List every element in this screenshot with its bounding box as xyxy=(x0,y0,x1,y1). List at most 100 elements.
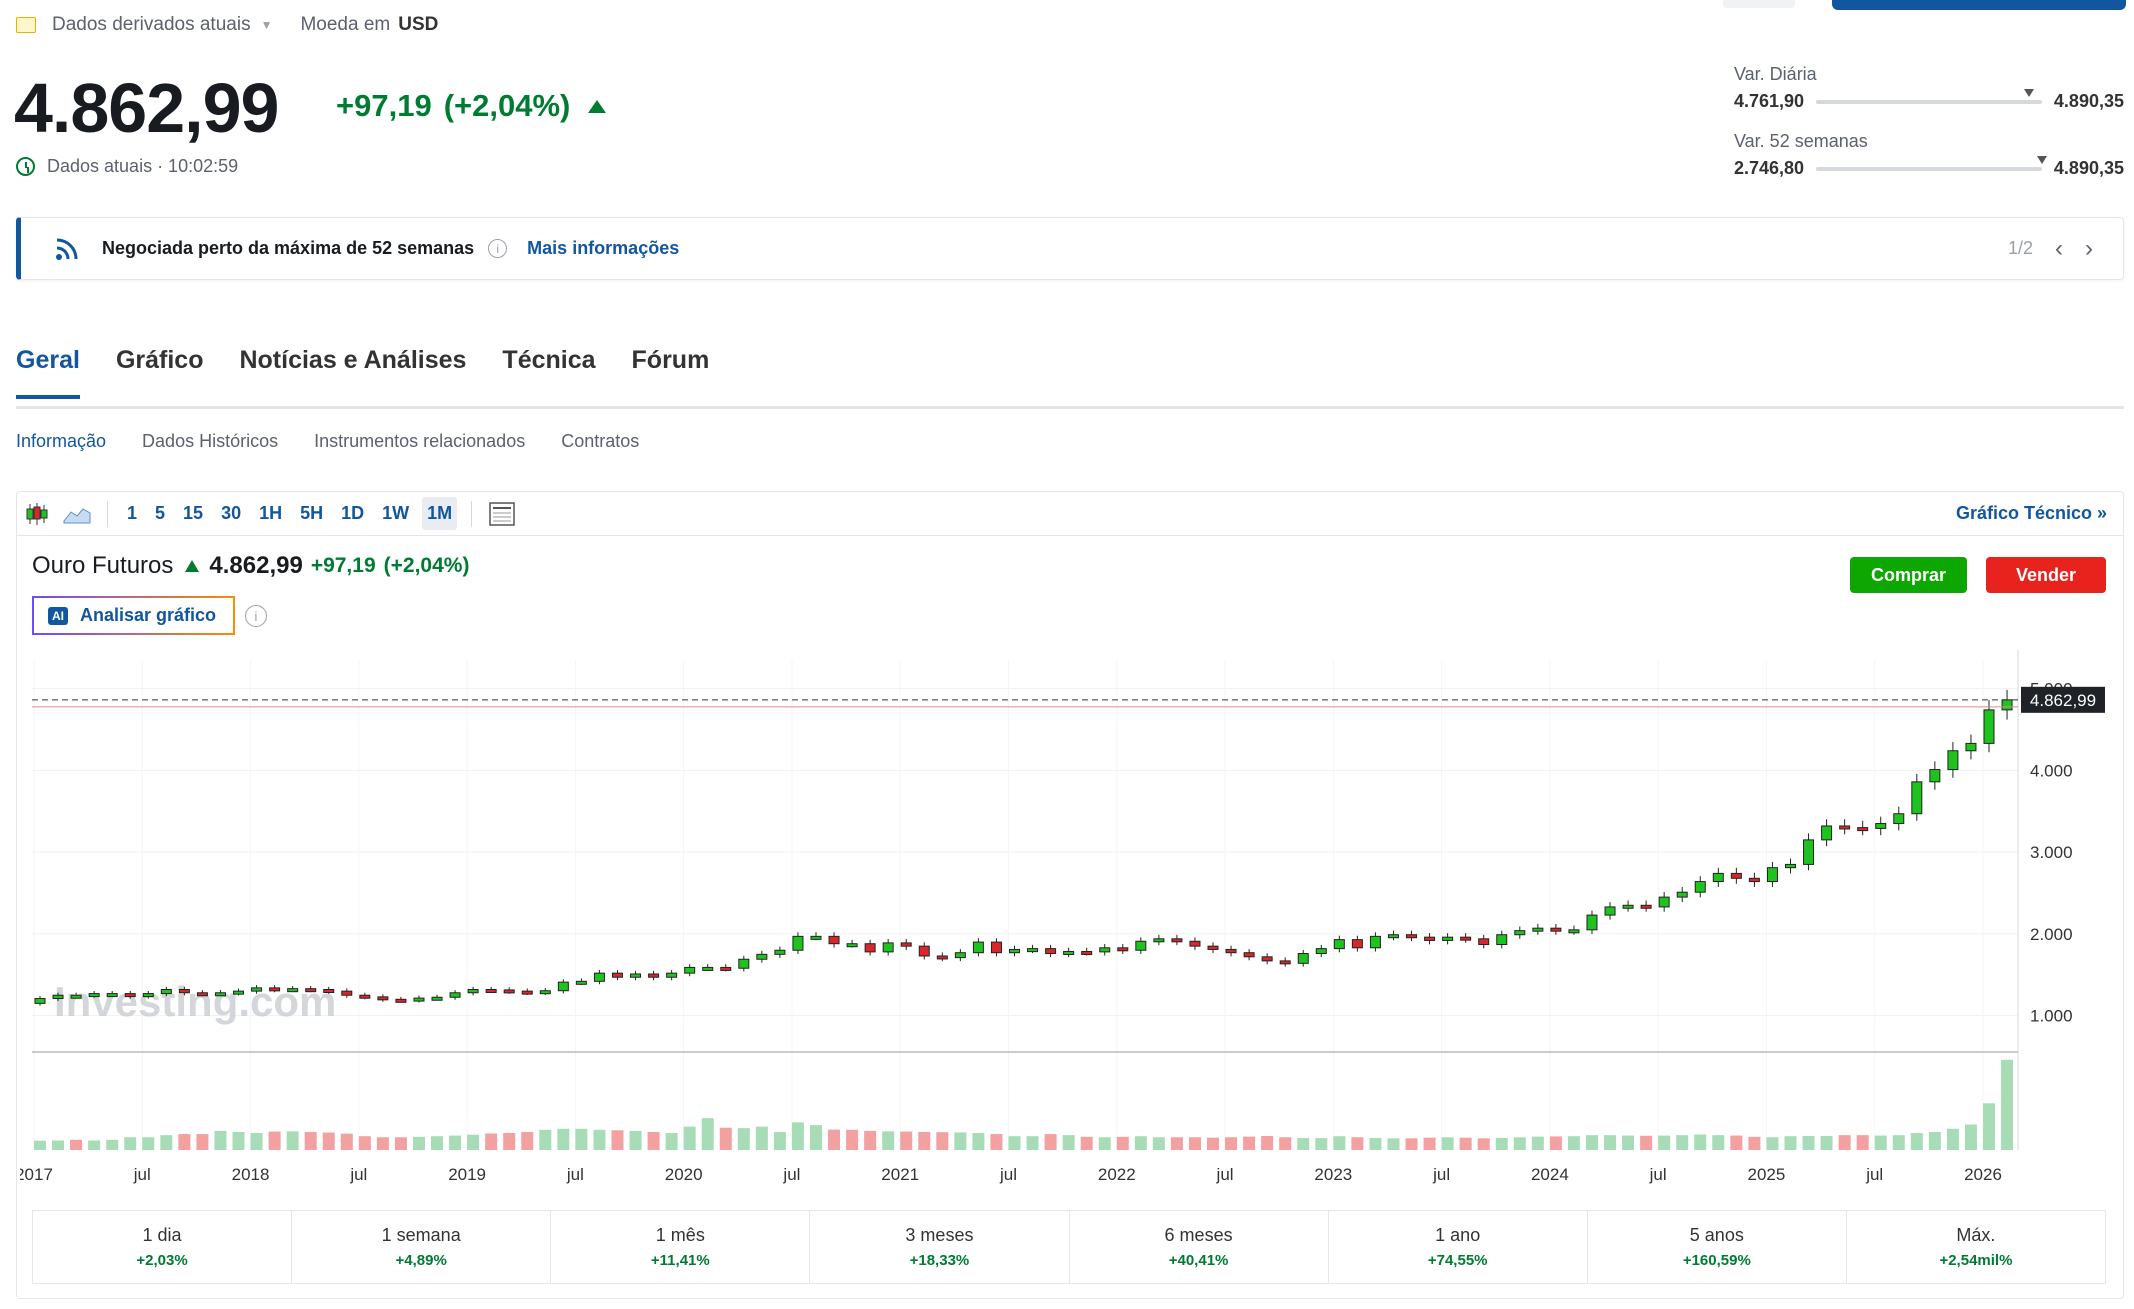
subtab-instrumentos[interactable]: Instrumentos relacionados xyxy=(314,431,526,451)
x-tick-label: 2017 xyxy=(20,1165,53,1184)
candle-body xyxy=(1965,742,1977,752)
volume-bar xyxy=(467,1134,480,1150)
candle-body xyxy=(124,993,136,998)
candle-body xyxy=(251,987,263,992)
volume-bar xyxy=(1712,1135,1725,1150)
subtab-contratos[interactable]: Contratos xyxy=(561,431,640,451)
analyze-chart-button[interactable]: AI Analisar gráfico xyxy=(32,596,235,635)
candle-body xyxy=(1261,956,1273,962)
interval-1[interactable]: 1 xyxy=(127,503,138,523)
volume-bar xyxy=(828,1129,841,1150)
candle-body xyxy=(630,973,642,978)
candle-body xyxy=(1875,823,1887,829)
performance-period: Máx. xyxy=(1956,1225,1996,1245)
volume-bar xyxy=(647,1131,660,1150)
volume-bar xyxy=(449,1135,462,1150)
candle-body xyxy=(936,955,948,960)
price-chart[interactable]: 1.0002.0003.0004.0005.0002017jul2018jul2… xyxy=(20,650,2120,1190)
candle-body xyxy=(1658,896,1670,908)
daily-range: Var. Diária 4.761,90 4.890,35 xyxy=(1734,64,2124,112)
volume-bar xyxy=(178,1134,191,1150)
chart-change: +97,19 xyxy=(310,554,376,577)
technical-chart-link[interactable]: Gráfico Técnico » xyxy=(1955,503,2107,523)
area-chart-icon[interactable] xyxy=(57,497,97,531)
header-primary-button[interactable] xyxy=(1832,0,2126,10)
tab-grafico[interactable]: Gráfico xyxy=(115,346,204,374)
arrow-up-icon xyxy=(588,99,607,113)
subtab-dados-historicos[interactable]: Dados Históricos xyxy=(142,431,279,451)
interval-1w[interactable]: 1W xyxy=(382,503,410,523)
tabs-divider xyxy=(16,406,2124,409)
volume-bar xyxy=(34,1140,46,1150)
volume-bar xyxy=(593,1129,606,1150)
volume-bar xyxy=(52,1140,65,1150)
ai-badge: AI xyxy=(48,606,68,625)
candlestick-icon[interactable] xyxy=(17,497,57,531)
candle-body xyxy=(972,941,984,954)
candle-body xyxy=(521,990,533,995)
info-icon[interactable]: i xyxy=(488,239,508,258)
volume-bar xyxy=(196,1134,209,1150)
volume-bar xyxy=(1297,1137,1310,1150)
candle-body xyxy=(178,988,190,994)
week52-range-low: 2.746,80 xyxy=(1734,158,1805,178)
header-secondary-button[interactable] xyxy=(1723,0,1795,8)
chevron-down-icon[interactable]: ▼ xyxy=(260,18,273,32)
candle-body xyxy=(1712,872,1724,883)
buy-button[interactable]: Comprar xyxy=(1850,557,1967,593)
volume-bar xyxy=(1513,1137,1526,1150)
data-type-dropdown[interactable]: Dados derivados atuais xyxy=(52,14,251,35)
tab-noticias[interactable]: Notícias e Análises xyxy=(239,346,467,374)
pager-count: 1/2 xyxy=(2007,238,2033,258)
tab-forum[interactable]: Fórum xyxy=(631,346,710,374)
candle-body xyxy=(1514,930,1526,936)
interval-1h[interactable]: 1H xyxy=(259,503,283,523)
candle-body xyxy=(648,973,660,978)
candle-body xyxy=(1604,906,1616,916)
performance-period: 1 semana xyxy=(381,1225,461,1245)
candle-body xyxy=(431,996,443,1001)
x-tick-label: 2024 xyxy=(1531,1165,1569,1184)
chart-toolbar: 1 5 15 30 1H 5H 1D 1W 1M Gráfico Técnico… xyxy=(17,492,2123,536)
candle-body xyxy=(1063,950,1075,955)
interval-5h[interactable]: 5H xyxy=(300,503,324,523)
volume-bar xyxy=(1188,1137,1201,1150)
tab-geral[interactable]: Geral xyxy=(16,346,80,399)
tab-tecnica[interactable]: Técnica xyxy=(502,346,596,374)
sell-button[interactable]: Vender xyxy=(1986,557,2106,593)
candle-body xyxy=(395,998,407,1003)
interval-1d[interactable]: 1D xyxy=(341,503,365,523)
candle-body xyxy=(1369,935,1381,949)
daily-range-low: 4.761,90 xyxy=(1734,91,1805,111)
interval-5[interactable]: 5 xyxy=(155,503,166,523)
x-tick-label: 2026 xyxy=(1964,1165,2002,1184)
chevron-right-icon[interactable]: › xyxy=(2085,234,2093,262)
volume-bar xyxy=(701,1118,714,1150)
layout-icon[interactable] xyxy=(482,497,522,531)
daily-range-high: 4.890,35 xyxy=(2053,91,2124,111)
x-tick-label: 2020 xyxy=(665,1165,703,1184)
volume-bar xyxy=(539,1129,552,1150)
x-tick-label: jul xyxy=(566,1165,584,1184)
top-bar: Dados derivados atuais ▼ Moeda em USD xyxy=(16,10,438,40)
performance-cell: 6 meses +40,41% xyxy=(1070,1211,1329,1283)
volume-bar xyxy=(485,1133,498,1150)
candle-body xyxy=(233,990,245,995)
info-icon[interactable]: i xyxy=(245,605,267,627)
interval-1m[interactable]: 1M xyxy=(422,497,458,530)
volume-bar xyxy=(268,1131,281,1150)
candle-body xyxy=(1640,904,1652,909)
candle-body xyxy=(593,972,605,982)
chart-change-percent: (+2,04%) xyxy=(383,554,470,577)
interval-15[interactable]: 15 xyxy=(183,503,204,523)
x-tick-label: 2021 xyxy=(881,1165,919,1184)
chevron-left-icon[interactable]: ‹ xyxy=(2055,234,2063,262)
candle-body xyxy=(1406,934,1418,939)
candle-body xyxy=(1351,939,1363,949)
volume-bar xyxy=(1784,1136,1797,1150)
interval-30[interactable]: 30 xyxy=(221,503,242,523)
subtab-informacao[interactable]: Informação xyxy=(16,431,107,451)
volume-bar xyxy=(322,1132,335,1150)
more-info-link[interactable]: Mais informações xyxy=(527,238,680,258)
alert-text: Negociada perto da máxima de 52 semanas xyxy=(102,238,475,258)
